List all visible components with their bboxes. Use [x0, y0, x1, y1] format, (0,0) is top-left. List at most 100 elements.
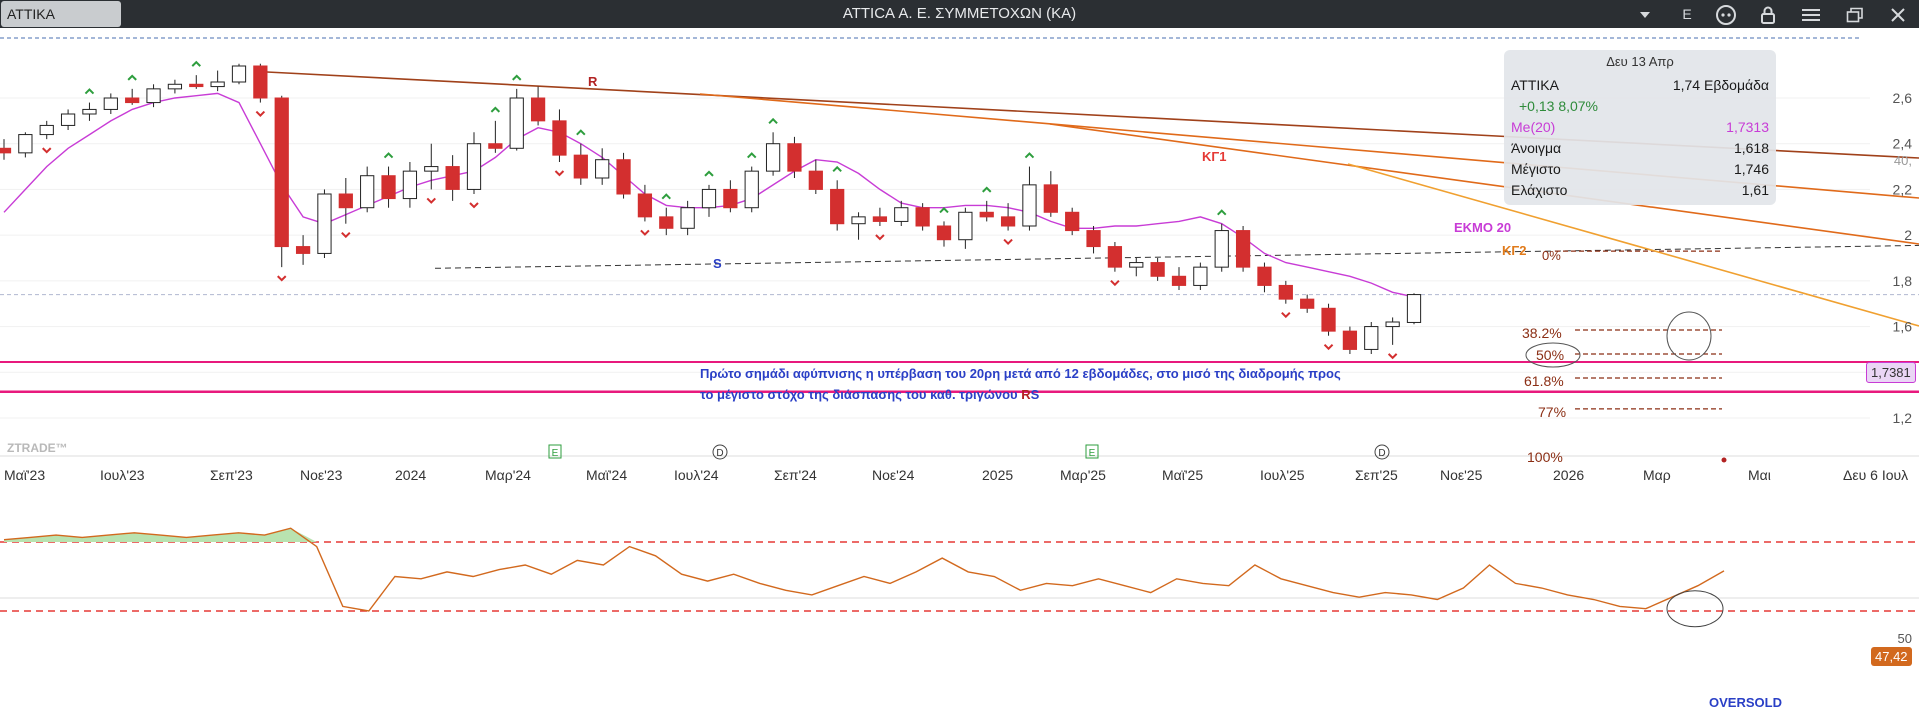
candle — [253, 63, 268, 103]
up-arrow-marker — [490, 106, 501, 113]
candle — [295, 235, 311, 265]
close-icon[interactable] — [1883, 0, 1913, 28]
candle — [1043, 171, 1058, 217]
candle-up-body — [1364, 326, 1379, 350]
candle — [723, 180, 738, 213]
candle-up-body — [424, 166, 439, 172]
down-arrow-marker — [469, 202, 479, 209]
candle-down-body — [573, 154, 588, 179]
candle — [1278, 280, 1293, 304]
candle-down-body — [552, 120, 567, 156]
event-d-marker — [712, 444, 728, 460]
time-axis-label: Μαρ — [1643, 467, 1671, 483]
candle-down-body — [637, 193, 653, 218]
candle — [1385, 317, 1400, 345]
candle — [1406, 293, 1422, 325]
candle — [18, 132, 33, 158]
support-line-s — [434, 244, 1919, 269]
candle-down-body — [381, 175, 396, 200]
up-arrow-marker — [704, 170, 714, 177]
candle-down-body — [189, 83, 204, 88]
fib-label-382: 38.2% — [1522, 325, 1562, 341]
event-label: D — [1378, 448, 1385, 459]
window-restore-icon[interactable] — [1840, 0, 1870, 28]
mode-button[interactable]: E — [1682, 6, 1692, 22]
note-r: R — [1021, 387, 1031, 402]
down-arrow-marker — [1110, 280, 1120, 287]
candle-down-body — [1342, 330, 1358, 350]
candle — [1022, 166, 1037, 231]
candle — [1300, 294, 1315, 313]
candle — [445, 155, 460, 201]
candle — [1257, 262, 1272, 293]
candle — [60, 109, 76, 130]
candle — [0, 139, 12, 160]
candle — [1321, 303, 1336, 336]
candle-up-body — [1022, 184, 1037, 227]
time-axis-label: Νοε'23 — [300, 467, 343, 483]
candle-up-body — [466, 143, 482, 190]
price-axis-label: 1,2 — [1893, 410, 1913, 426]
chevron-down-icon[interactable] — [1630, 0, 1660, 28]
symbol-selector[interactable]: ATTIKA — [1, 1, 121, 27]
candle-down-body — [979, 211, 994, 218]
candle-up-body — [82, 108, 97, 115]
label-r: R — [588, 74, 598, 89]
fib-label-0: 0% — [1542, 248, 1561, 263]
candle — [744, 166, 759, 213]
up-arrow-marker — [747, 152, 757, 159]
candle — [1214, 223, 1229, 272]
event-label: D — [716, 448, 723, 459]
candle-down-body — [915, 207, 930, 227]
rsi-overbought-fill — [4, 528, 1724, 542]
info-low-value: 1,61 — [1741, 182, 1769, 198]
rsi-value-tag: 47,42 — [1871, 647, 1912, 666]
up-arrow-marker — [84, 88, 95, 95]
candle — [616, 152, 631, 199]
candle-up-body — [39, 124, 54, 136]
time-axis-label: Σεπ'24 — [774, 467, 817, 483]
recent-bars-circle — [1666, 311, 1712, 361]
candle — [808, 159, 823, 194]
extra-axis-label: 40, — [1894, 153, 1912, 168]
candle-up-body — [509, 97, 524, 149]
note-line-1: Πρώτο σημάδι αφύπνισης η υπέρβαση του 20… — [700, 366, 1341, 381]
candle — [167, 79, 183, 94]
down-arrow-marker — [255, 110, 266, 117]
candle-up-body — [595, 159, 610, 179]
candle — [530, 86, 546, 126]
candle-down-body — [338, 193, 353, 209]
candle — [894, 200, 909, 226]
candle — [189, 75, 204, 89]
lock-icon[interactable] — [1753, 0, 1783, 28]
fib-label-100: 100% — [1527, 449, 1563, 465]
time-axis-label: Μαϊ'25 — [1162, 467, 1203, 483]
price-axis-label: 2,2 — [1893, 181, 1913, 197]
ohlc-info-panel: Δευ 13 Απρ ATTIKA 1,74 Εβδομάδα +0,13 8,… — [1504, 50, 1776, 205]
time-axis-label: 2025 — [982, 467, 1013, 483]
candle — [915, 203, 930, 231]
menu-icon[interactable] — [1796, 0, 1826, 28]
time-axis-label: Μαι — [1748, 467, 1771, 483]
down-arrow-marker — [341, 232, 351, 239]
down-arrow-marker — [1323, 344, 1334, 351]
oversold-circle — [1666, 590, 1724, 628]
candle — [1129, 258, 1144, 277]
rsi-axis-label: 50 — [1898, 631, 1912, 646]
label-ekmo20: ΕΚΜΟ 20 — [1454, 220, 1511, 235]
chat-icon[interactable] — [1711, 0, 1741, 28]
time-axis-label: 2024 — [395, 467, 426, 483]
down-arrow-marker — [277, 275, 287, 282]
candle-down-body — [274, 97, 289, 248]
candle — [509, 88, 524, 151]
up-arrow-marker — [576, 129, 586, 136]
candle — [872, 207, 888, 226]
ma-price-tag: 1,7381 — [1866, 362, 1916, 383]
fib-50-circle — [1525, 342, 1581, 368]
down-arrow-marker — [1281, 312, 1291, 319]
candle — [125, 88, 140, 105]
candle-up-body — [1385, 321, 1400, 328]
candle — [659, 207, 674, 236]
candle — [1000, 203, 1016, 231]
candle-up-body — [18, 134, 33, 154]
